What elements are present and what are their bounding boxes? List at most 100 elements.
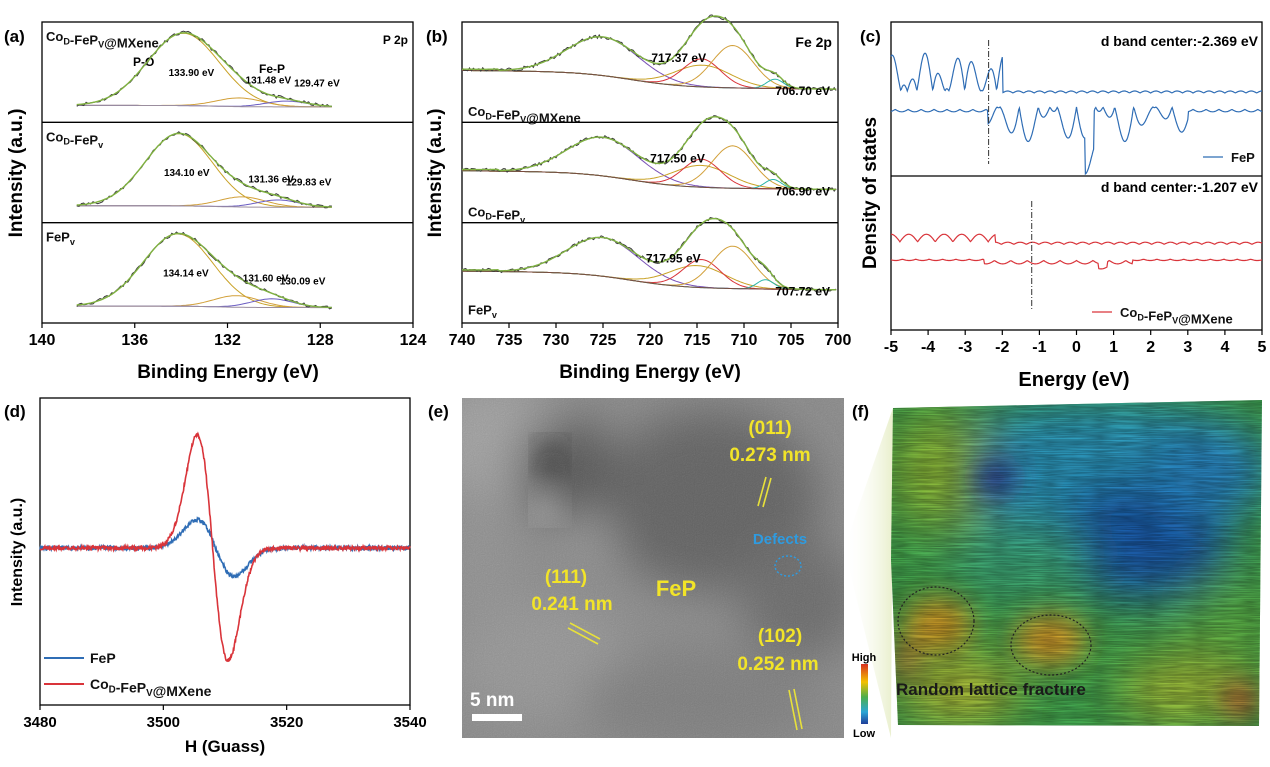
panel-c-s0-spin-up (890, 52, 1262, 94)
panel-e-tem: (e) (011) 0.273 (428, 398, 844, 738)
panel-e-label: (e) (428, 402, 449, 421)
panel-b-s0-background (461, 69, 837, 90)
panel-a-xlabel: Binding Energy (eV) (137, 362, 319, 383)
panel-b-xps-fe2p: (b) 740 735 730 725 720 715 710 705 700 Binding … (425, 14, 852, 383)
panel-b-s2-sample-label: FePv (468, 303, 498, 320)
panel-b-tick-label-4: 720 (637, 332, 664, 349)
panel-c-dband-top: d band center:-2.369 eV (1101, 33, 1259, 49)
panel-b-s1-raw (461, 115, 837, 192)
panel-c-s1-legend-label: CoD-FePV@MXene (1120, 305, 1233, 327)
colorbar-low: Low (853, 728, 875, 740)
panel-b-x-axis: 740 735 730 725 720 715 710 705 700 (449, 323, 852, 349)
panel-b-tick-label-8: 700 (825, 332, 852, 349)
panel-d-tick-label-0: 3480 (23, 714, 56, 731)
panel-b-frame (461, 21, 839, 324)
panel-b-tick-label-2: 730 (543, 332, 570, 349)
panel-d-epr: (d) 3480 3500 3520 3540 H (Guass) Intensity… (4, 397, 427, 756)
panel-a-tick-label-1: 136 (121, 332, 148, 349)
panel-a-s0-peak-label-0: 133.90 eV (169, 68, 215, 79)
panel-a-s0-peak-label-1: 131.48 eV (246, 76, 292, 87)
panel-c-tick-label-6: 1 (1109, 339, 1118, 356)
panel-d-legend-label-0: FeP (90, 650, 116, 666)
panel-d-ylabel: Intensity (a.u.) (9, 498, 26, 606)
colorbar-high: High (852, 652, 877, 664)
zoom-wedge (844, 408, 893, 738)
panel-c-tick-label-9: 4 (1220, 339, 1229, 356)
panel-a-s0-sample-label: CoD-FePV@MXene (46, 29, 159, 51)
hkl-111: (111) (545, 567, 587, 588)
panel-b-xlabel: Binding Energy (eV) (559, 362, 741, 383)
panel-a-s2-fit (76, 232, 332, 309)
d-spacing-111: 0.241 nm (531, 594, 612, 615)
panel-b-s1-background (462, 170, 837, 190)
lattice-line-111 (567, 627, 599, 645)
hkl-011: (011) (748, 418, 791, 439)
lattice-line-011 (757, 476, 767, 507)
panel-c-dband-bottom: d band center:-1.207 eV (1101, 179, 1259, 195)
panel-b-s0-sample-label: CoD-FePV@MXene (468, 104, 581, 126)
panel-c-xlabel: Energy (eV) (1018, 369, 1129, 391)
panel-a-s1-peak-label-1: 131.36 eV (248, 175, 294, 186)
panel-a-s1-peak-label-2: 129.83 eV (286, 178, 332, 189)
panel-b-tick-label-0: 740 (449, 332, 476, 349)
panel-f-strain-map: (f) Random l (844, 400, 1262, 740)
scale-label: 5 nm (470, 690, 514, 711)
panel-c-tick-label-8: 3 (1183, 339, 1192, 356)
panel-c-tick-label-0: -5 (884, 339, 898, 356)
panel-c-s1-spin-down (890, 258, 1263, 270)
panel-c-dos: (c) -5 -4 -3 -2 -1 0 1 2 3 4 5 Energy (eV) Density… (860, 21, 1267, 391)
panel-a-s2-peak-label-0: 134.14 eV (163, 268, 209, 279)
panel-b-s2-satellite-label: 717.95 eV (646, 252, 701, 266)
panel-a-s0-peak-label-2: 129.47 eV (294, 79, 340, 90)
hkl-102: (102) (758, 626, 802, 647)
panel-a-tick-label-2: 132 (214, 332, 241, 349)
panel-d-series-1 (39, 431, 411, 663)
panel-a-s1-background (76, 205, 332, 208)
panel-b-s0-fit (462, 15, 837, 90)
panel-c-tick-label-4: -1 (1032, 339, 1046, 356)
panel-a-s2-peak-label-1: 131.60 eV (243, 274, 289, 285)
panel-c-label: (c) (860, 27, 881, 46)
defects-circle (774, 555, 802, 577)
panel-c-tick-label-3: -2 (995, 339, 1009, 356)
d-spacing-011: 0.273 nm (729, 445, 810, 466)
panel-c-tick-label-1: -4 (921, 339, 935, 356)
scale-bar (472, 714, 522, 721)
panel-a-tick-label-4: 124 (400, 332, 427, 349)
lattice-line-111b (569, 622, 601, 640)
panel-a-s1-peak-label-0: 134.10 eV (164, 168, 210, 179)
lattice-line-011b (762, 477, 772, 508)
panel-b-tick-label-7: 705 (778, 332, 805, 349)
defects-label: Defects (753, 531, 807, 548)
panel-b-s2-background (462, 270, 837, 291)
panel-b-s1-fit (462, 116, 837, 191)
lattice-line-102b (793, 688, 803, 730)
panel-d-frame (39, 397, 411, 706)
colorbar (861, 664, 868, 724)
panel-b-s0-raw (461, 14, 837, 92)
panel-a-frame (41, 21, 414, 324)
panel-b-s2-metal-label: 707.72 eV (775, 285, 830, 299)
panel-d-legend-label-1: CoD-FePV@MXene (90, 676, 212, 699)
panel-c-ylabel: Density of states (860, 117, 881, 269)
panel-c-s1-spin-up (890, 233, 1263, 245)
panel-b-s2-fit (461, 217, 837, 291)
panel-d-label: (d) (4, 402, 26, 421)
panel-c-tick-label-5: 0 (1072, 339, 1081, 356)
fracture-circle-2 (1010, 614, 1092, 676)
panel-a-s2-background (76, 305, 332, 309)
fracture-circle-1 (897, 586, 975, 656)
panel-b-s0-metal-label: 706.70 eV (775, 84, 830, 98)
panel-d-x-axis: 3480 3500 3520 3540 (23, 705, 427, 731)
panel-d-tick-label-1: 3500 (147, 714, 180, 731)
panel-b-tick-label-5: 715 (684, 332, 711, 349)
lattice-line-102 (788, 689, 798, 731)
phase-label: FeP (656, 576, 696, 601)
panel-b-corner-label: Fe 2p (795, 34, 832, 50)
panel-c-tick-label-7: 2 (1146, 339, 1155, 356)
panel-c-x-axis: -5 -4 -3 -2 -1 0 1 2 3 4 5 (884, 330, 1267, 356)
panel-b-s1-satellite-label: 717.50 eV (650, 151, 705, 165)
panel-c-s0-legend-label: FeP (1231, 150, 1255, 165)
tem-image (462, 398, 844, 738)
